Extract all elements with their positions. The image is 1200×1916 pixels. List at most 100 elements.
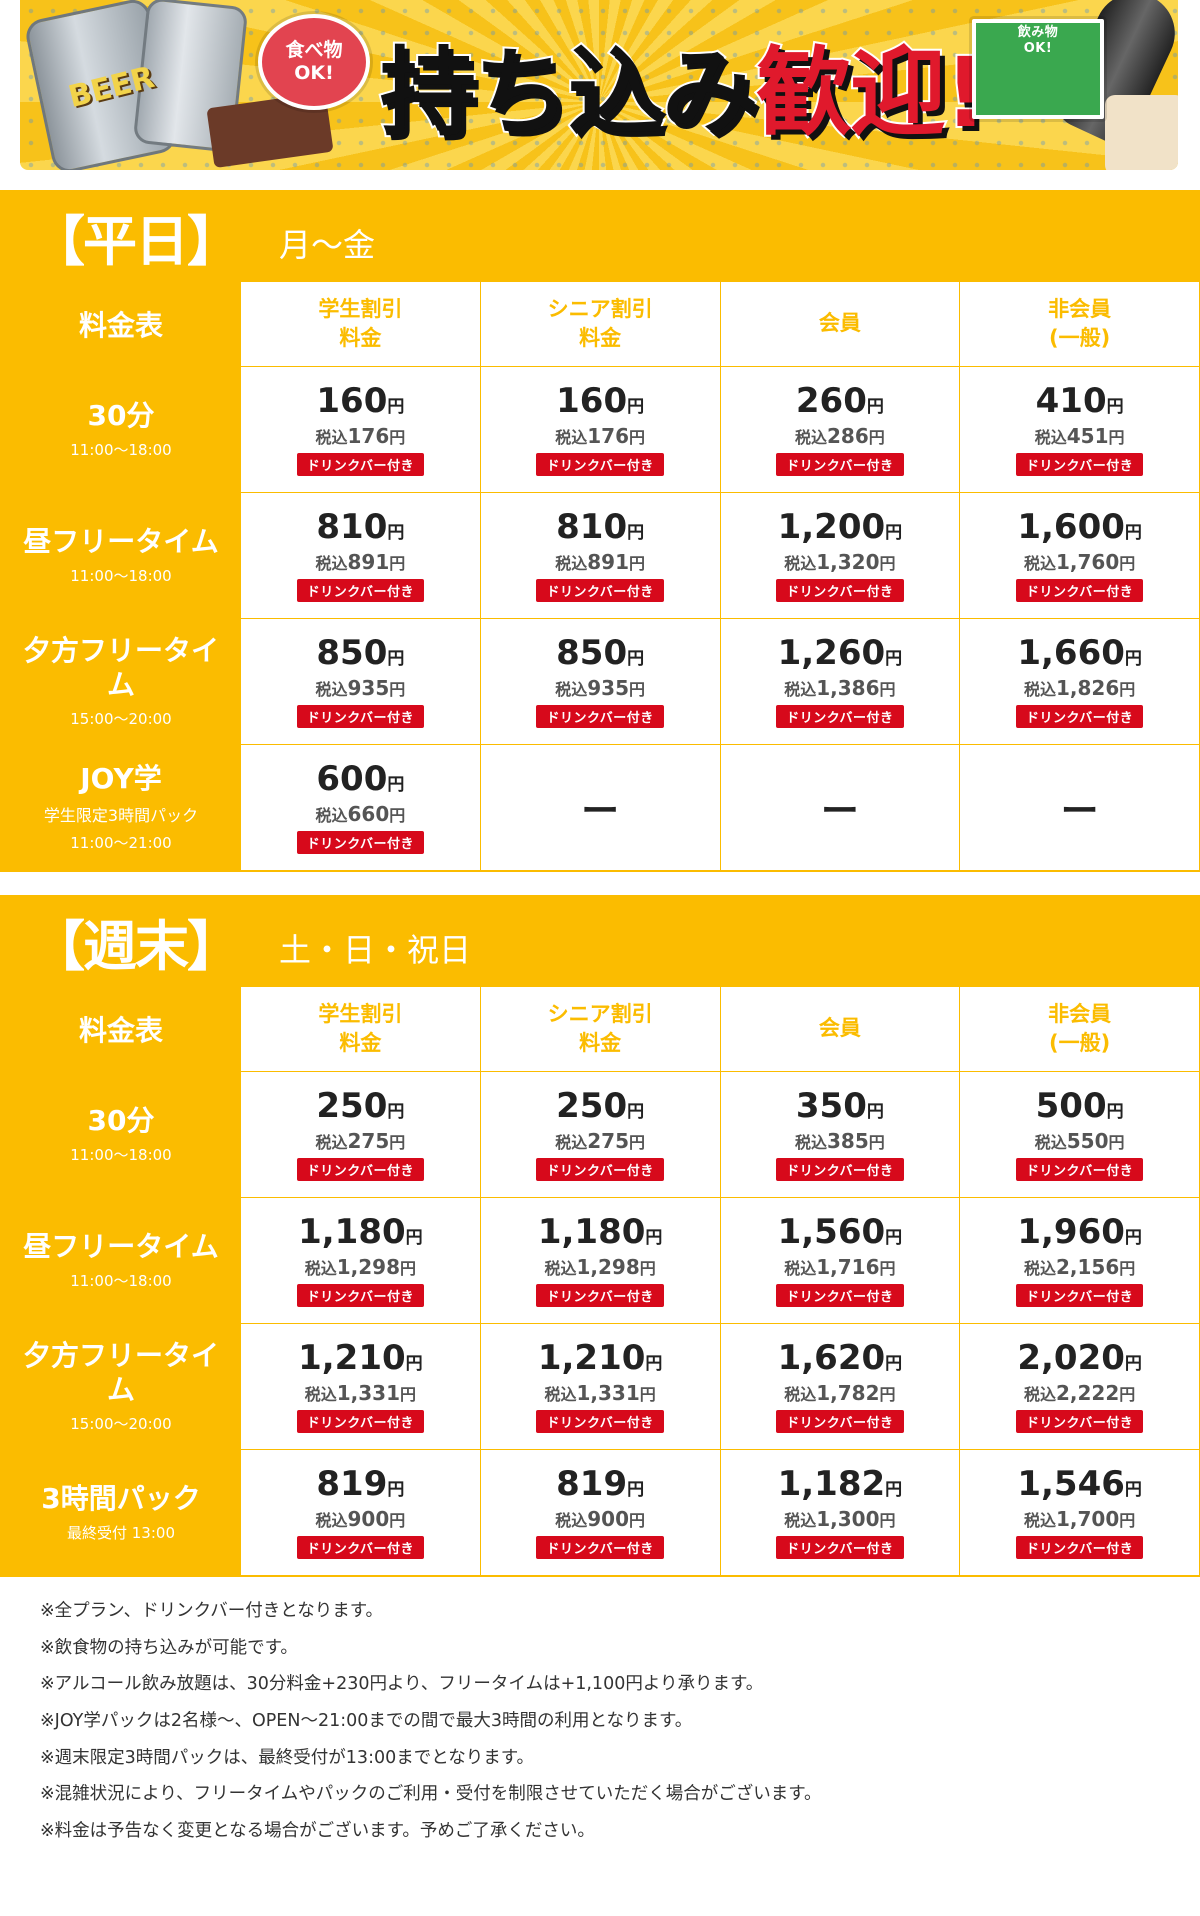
tax-included-price: 税込1,386円 [721, 676, 960, 700]
column-header: 会員 [719, 281, 961, 367]
price-value: 260円 [721, 382, 960, 420]
plan-name-cell: 30分 11:00〜18:00 [1, 1071, 241, 1198]
plan-time: 11:00〜21:00 [70, 833, 172, 852]
yen-unit: 円 [866, 1101, 884, 1122]
tax-amount: 1,320 [816, 550, 880, 575]
price-cell: 160円 税込176円 ドリンクバー付き [479, 366, 721, 493]
tax-included-price: 税込1,716円 [721, 1255, 960, 1279]
tax-included-price: 税込891円 [481, 550, 720, 574]
plan-time: 15:00〜20:00 [70, 709, 172, 728]
yen-unit: 円 [885, 648, 903, 669]
note-item: ※JOY学パックは2名様〜、OPEN〜21:00までの間で最大3時間の利用となり… [40, 1710, 693, 1731]
note-item: ※全プラン、ドリンクバー付きとなります。 [40, 1601, 383, 1621]
tax-amount: 1,716 [816, 1255, 880, 1280]
banner-title-accent: 歓迎! [754, 35, 990, 151]
tax-included-price: 税込1,760円 [960, 550, 1199, 574]
price-value: 1,180円 [481, 1213, 720, 1251]
tax-prefix: 税込 [315, 1511, 348, 1531]
price-value: 1,546円 [960, 1463, 1199, 1504]
tax-amount: 935 [587, 676, 629, 701]
plan-name-cell: 夕方フリータイム 15:00〜20:00 [1, 618, 241, 745]
price-cell: 350円 税込385円 ドリンクバー付き [719, 1071, 961, 1198]
price-amount: 819 [556, 1463, 628, 1504]
tax-prefix: 税込 [315, 806, 348, 826]
price-value: 1,660円 [960, 632, 1199, 673]
tax-included-price: 税込1,298円 [241, 1255, 480, 1279]
drink-bubble-line2: OK! [1023, 40, 1053, 56]
price-value: 1,200円 [721, 508, 960, 546]
tax-amount: 900 [587, 1507, 629, 1532]
drink-bar-badge: ドリンクバー付き [776, 1410, 904, 1434]
yen-unit: 円 [879, 680, 896, 700]
drink-bar-badge: ドリンクバー付き [1015, 579, 1144, 603]
tax-amount: 451 [1066, 424, 1109, 449]
yen-unit: 円 [400, 1259, 417, 1279]
tax-included-price: 税込935円 [481, 676, 720, 700]
yen-unit: 円 [405, 1227, 423, 1248]
drink-bar-badge: ドリンクバー付き [776, 705, 904, 729]
column-header: 学生割引 料金 [240, 986, 481, 1072]
price-cell: 1,620円 税込1,782円 ドリンクバー付き [719, 1323, 961, 1450]
yen-unit: 円 [387, 1101, 405, 1122]
drink-bar-badge: ドリンクバー付き [536, 579, 664, 603]
cup-icon [1105, 95, 1178, 170]
tax-amount: 891 [587, 550, 629, 575]
tax-prefix: 税込 [315, 680, 348, 700]
price-value: 1,600円 [960, 508, 1199, 546]
yen-unit: 円 [1124, 1479, 1142, 1500]
table-corner-label: 料金表 [1, 986, 241, 1072]
price-value: 500円 [960, 1087, 1199, 1125]
yen-unit: 円 [629, 428, 646, 448]
price-value: 850円 [241, 634, 480, 672]
tax-prefix: 税込 [555, 428, 588, 448]
price-cell: 1,546円 税込1,700円 ドリンクバー付き [959, 1449, 1200, 1576]
yen-unit: 円 [639, 1259, 656, 1279]
price-amount: 1,546 [1017, 1463, 1125, 1504]
price-value: 850円 [481, 634, 720, 672]
tax-included-price: 税込2,222円 [960, 1381, 1199, 1405]
price-cell: 1,210円 税込1,331円 ドリンクバー付き [240, 1323, 481, 1450]
food-bubble-line2: OK! [294, 62, 334, 84]
yen-unit: 円 [400, 1385, 417, 1405]
drink-bar-badge: ドリンクバー付き [536, 1410, 664, 1434]
price-value: 819円 [481, 1463, 720, 1504]
tax-prefix: 税込 [794, 428, 827, 448]
tax-prefix: 税込 [1023, 1385, 1056, 1405]
plan-note: 学生限定3時間パック [43, 805, 199, 825]
table-row: JOY学 学生限定3時間パック 11:00〜21:00 600円 税込660円 ドリンクバ… [1, 744, 1200, 871]
price-value: 160円 [481, 382, 720, 420]
drink-bar-badge: ドリンクバー付き [1015, 1410, 1144, 1434]
yen-unit: 円 [885, 1227, 903, 1248]
yen-unit: 円 [879, 1385, 896, 1405]
tax-amount: 900 [347, 1507, 390, 1532]
yen-unit: 円 [1106, 1101, 1124, 1122]
price-amount: 819 [316, 1463, 388, 1504]
tax-included-price: 税込660円 [241, 802, 480, 826]
price-amount: 1,660 [1017, 632, 1125, 673]
yen-unit: 円 [389, 428, 406, 448]
tax-amount: 176 [347, 424, 390, 449]
yen-unit: 円 [1124, 1353, 1142, 1374]
price-cell: 1,960円 税込2,156円 ドリンクバー付き [959, 1197, 1200, 1324]
yen-unit: 円 [627, 396, 645, 417]
price-cell: 810円 税込891円 ドリンクバー付き [479, 492, 721, 619]
price-cell: ー [719, 744, 961, 871]
drink-bar-badge: ドリンクバー付き [296, 1158, 425, 1182]
drink-bar-badge: ドリンクバー付き [536, 453, 664, 477]
tax-prefix: 税込 [784, 680, 817, 700]
drink-bar-badge: ドリンクバー付き [776, 1158, 904, 1182]
not-available-mark: ー [581, 789, 620, 833]
tax-amount: 1,782 [816, 1381, 880, 1406]
tax-amount: 1,331 [336, 1381, 400, 1406]
notes-list: ※全プラン、ドリンクバー付きとなります。 ※飲食物の持ち込みが可能です。 ※アルコー… [40, 1600, 1180, 1856]
tax-prefix: 税込 [784, 1385, 817, 1405]
yen-unit: 円 [389, 806, 406, 826]
tax-prefix: 税込 [555, 1133, 588, 1153]
tax-prefix: 税込 [555, 1511, 588, 1531]
tax-included-price: 税込900円 [481, 1507, 720, 1531]
table-header-row: 料金表 学生割引 料金 シニア割引 料金 会員 非会員 (一般) [1, 986, 1200, 1072]
yen-unit: 円 [885, 1353, 903, 1374]
plan-name: 夕方フリータイム [22, 634, 219, 701]
tax-prefix: 税込 [315, 554, 348, 574]
table-row: 3時間パック 最終受付 13:00 819円 税込900円 ドリンクバー付き 819円 税込… [1, 1449, 1200, 1576]
